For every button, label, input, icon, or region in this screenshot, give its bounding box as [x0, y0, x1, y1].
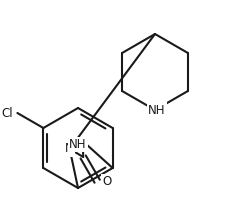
Text: O: O: [102, 175, 111, 188]
Text: NH: NH: [148, 104, 165, 116]
Text: NH: NH: [69, 138, 86, 151]
Text: N: N: [65, 142, 74, 155]
Text: Cl: Cl: [2, 107, 13, 119]
